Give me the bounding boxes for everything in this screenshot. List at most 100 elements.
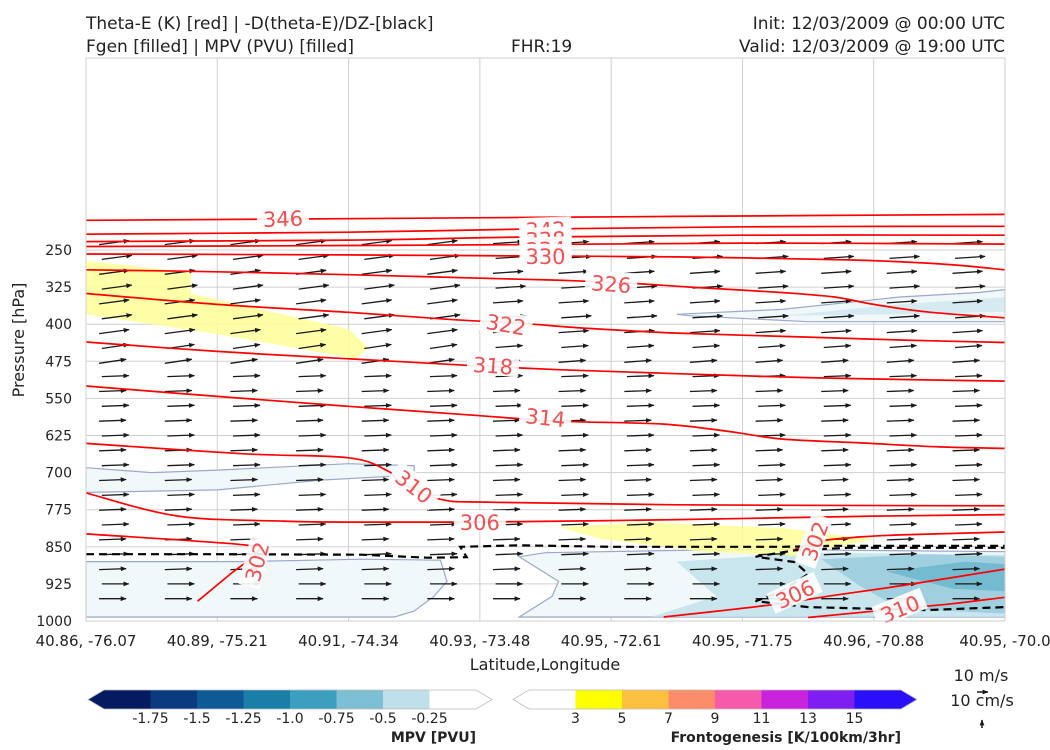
wind-vector	[689, 388, 718, 394]
contour-label-bg	[519, 243, 572, 266]
wind-vector	[624, 388, 652, 394]
wind-vector	[364, 283, 395, 290]
wind-vector	[561, 373, 589, 379]
wind-vector	[167, 313, 198, 320]
wind-vector	[296, 388, 324, 394]
wind-vector	[558, 298, 590, 304]
wind-vector	[232, 403, 261, 408]
wind-vector	[952, 328, 984, 334]
colorbar-tick-label: -0.5	[369, 711, 396, 727]
vector-reference-key: 10 m/s 10 cm/s	[950, 666, 1014, 728]
contour-label-330: 330	[525, 245, 565, 269]
wind-vector	[755, 507, 784, 512]
wind-vector	[755, 298, 787, 304]
wind-vector	[561, 551, 589, 557]
wind-vector	[889, 403, 918, 408]
wind-vector	[626, 462, 655, 468]
x-tick-label: 40.95, -71.75	[692, 632, 793, 650]
colorbar-segment	[622, 690, 669, 709]
wind-vector	[492, 388, 521, 394]
wind-vector	[689, 536, 718, 542]
wind-vector	[167, 492, 195, 497]
wind-vector	[561, 492, 589, 497]
wind-vector	[624, 358, 652, 364]
y-tick-label: 925	[45, 577, 72, 593]
wind-vector	[624, 418, 652, 423]
wind-vector	[298, 521, 327, 527]
wind-vector	[167, 432, 195, 438]
colorbar-segment	[243, 690, 291, 709]
colorbar-segment	[383, 690, 430, 709]
wind-vector	[755, 536, 784, 542]
wind-vector	[364, 253, 395, 261]
wind-vector	[952, 388, 981, 394]
colorbar-outline	[87, 689, 493, 710]
wind-vector	[492, 239, 524, 245]
colorbar-tick-label: 13	[799, 711, 817, 727]
wind-vector	[296, 418, 324, 423]
wind-vector	[624, 566, 652, 572]
wind-vector	[361, 418, 390, 423]
wind-vector	[955, 403, 983, 408]
wind-vector	[558, 388, 587, 394]
contour-label-bg	[584, 269, 638, 296]
wind-vector	[952, 477, 981, 483]
wind-vector	[232, 492, 261, 497]
wind-vector	[101, 253, 133, 261]
wind-vector	[955, 492, 983, 497]
wind-vector	[626, 403, 655, 408]
wind-vector	[232, 313, 264, 320]
colorbar-label: Frontogenesis [K/100km/3hr]	[671, 730, 901, 746]
y-axis-label: Pressure [hPa]	[9, 283, 28, 398]
wind-vector	[296, 507, 324, 512]
colorbar-label: MPV [PVU]	[391, 730, 476, 746]
wind-vector	[558, 566, 587, 572]
wind-vector	[823, 343, 852, 349]
wind-vector	[427, 477, 455, 483]
wind-vector	[167, 462, 195, 468]
wind-vector	[758, 284, 789, 289]
wind-vector	[821, 507, 849, 512]
wind-vector	[558, 447, 587, 453]
colorbar-tick-label: 9	[711, 711, 720, 727]
wind-vector	[889, 462, 918, 468]
wind-vector	[298, 403, 327, 408]
contour-label-bg	[238, 533, 274, 590]
colorbar-end-right	[476, 690, 492, 709]
y-tick-label: 550	[45, 391, 72, 407]
wind-vector	[296, 536, 324, 542]
wind-vector	[492, 507, 521, 512]
wind-vector	[232, 253, 264, 261]
x-tick-label: 40.95, -70.0	[959, 632, 1050, 650]
wind-vector	[821, 566, 849, 572]
wind-vector	[626, 313, 658, 319]
wind-vector	[298, 342, 327, 350]
wind-vector	[626, 343, 655, 349]
wind-vector	[164, 357, 193, 364]
colorbar-segment	[290, 690, 337, 709]
plot-area	[86, 58, 1005, 621]
x-tick-label: 40.93, -73.48	[429, 632, 530, 650]
wind-vector	[692, 403, 721, 408]
wind-vector	[427, 507, 455, 512]
wind-vector	[492, 418, 521, 423]
wind-vector	[755, 388, 784, 394]
wind-vector	[364, 521, 392, 527]
wind-vector	[427, 268, 458, 275]
wind-vector	[492, 269, 524, 275]
x-tick-label: 40.89, -75.21	[167, 632, 268, 650]
wind-vector	[558, 328, 590, 334]
theta-e-contour-306	[663, 568, 1005, 618]
y-tick-label: 775	[45, 503, 72, 519]
wind-vector	[561, 343, 589, 349]
mpv-region-upper-right-core	[781, 297, 1005, 316]
colorbar-tick-label: 3	[571, 711, 580, 727]
wind-vector	[823, 254, 855, 260]
reference-vertical-label: 10 cm/s	[950, 691, 1014, 710]
wind-vector	[296, 357, 324, 364]
contour-label-bg	[518, 402, 573, 430]
contour-label-bg	[466, 351, 520, 378]
wind-vector	[758, 492, 786, 497]
wind-vector	[955, 432, 983, 438]
wind-vector	[561, 432, 589, 438]
